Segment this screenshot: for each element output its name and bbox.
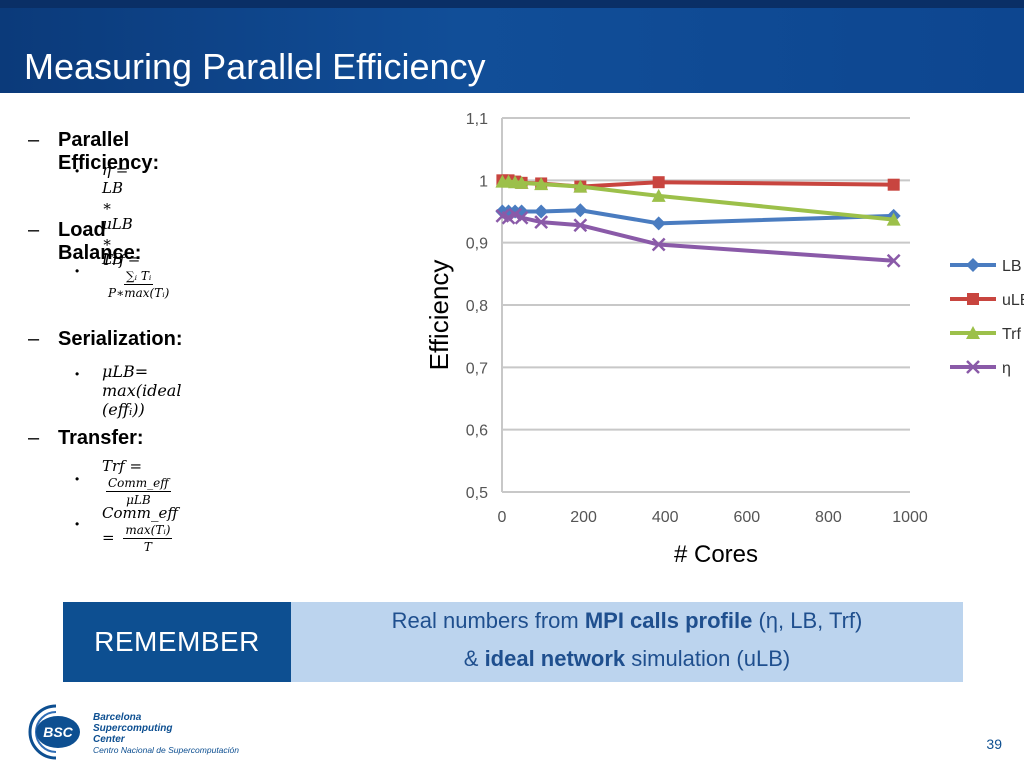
x-tick-label: 400 xyxy=(652,509,679,526)
note-text: & xyxy=(463,646,485,671)
data-point xyxy=(651,216,666,231)
data-point xyxy=(651,237,666,252)
formula-serialization: μLB= max(ideal (effᵢ)) xyxy=(102,362,182,419)
fraction: ∑ᵢ Tᵢ P∗max(Tᵢ) xyxy=(106,268,171,301)
bullet-dot: • xyxy=(75,472,80,486)
y-tick-label: 0,7 xyxy=(466,360,488,377)
x-tick-label: 800 xyxy=(815,509,842,526)
fraction-numerator: Comm_eff xyxy=(106,476,171,492)
org-subtitle: Centro Nacional de Supercomputación xyxy=(93,745,240,755)
formula-lhs: LB = xyxy=(102,250,141,268)
data-point xyxy=(534,215,549,229)
legend-label: Trf xyxy=(1002,326,1022,343)
x-tick-label: 1000 xyxy=(892,509,928,526)
fraction: Comm_eff μLB xyxy=(106,475,171,508)
formula-transfer: Trf = Comm_eff μLB xyxy=(102,457,175,508)
data-point xyxy=(573,203,588,218)
data-point xyxy=(967,293,979,305)
note-line-1: Real numbers from MPI calls profile (η, … xyxy=(291,602,963,640)
data-point xyxy=(887,178,900,191)
dash-marker: – xyxy=(28,328,40,350)
dash-marker: – xyxy=(28,219,40,241)
formula-comm-eff: Comm_eff = max(Tᵢ) T xyxy=(102,504,178,555)
x-axis-label: # Cores xyxy=(674,541,758,568)
data-point xyxy=(534,204,549,219)
bullet-dot: • xyxy=(75,367,80,381)
data-point xyxy=(573,218,588,233)
note-bold: ideal network xyxy=(484,646,626,671)
org-line: Supercomputing xyxy=(93,723,173,734)
fraction-numerator: max(Tᵢ) xyxy=(123,523,173,539)
formula-load-balance: LB = ∑ᵢ Tᵢ P∗max(Tᵢ) xyxy=(102,250,175,301)
data-point xyxy=(573,179,588,193)
fraction-numerator: ∑ᵢ Tᵢ xyxy=(124,269,154,285)
data-point xyxy=(651,188,666,202)
formula-lhs: Trf = xyxy=(102,457,143,475)
heading-parallel-efficiency: Parallel Efficiency: xyxy=(58,129,160,174)
note-line-2: & ideal network simulation (uLB) xyxy=(291,640,963,678)
data-point xyxy=(652,176,665,189)
org-name: Barcelona Supercomputing Center Centro N… xyxy=(93,712,239,756)
org-line: Center xyxy=(93,734,125,745)
slide-title: Measuring Parallel Efficiency xyxy=(24,46,486,87)
y-axis-label: Efficiency xyxy=(424,260,454,371)
data-point xyxy=(966,258,980,272)
heading-load-balance: Load Balance: xyxy=(58,219,142,264)
page-number: 39 xyxy=(986,736,1002,752)
series-line xyxy=(502,179,894,222)
bsc-logo-icon: BSC xyxy=(28,704,80,760)
note-bold: MPI calls profile xyxy=(584,608,753,633)
legend-label: η xyxy=(1002,360,1011,377)
fraction: max(Tᵢ) T xyxy=(123,522,173,555)
data-point xyxy=(514,175,529,189)
data-point xyxy=(886,212,901,226)
x-tick-label: 200 xyxy=(570,509,597,526)
remember-label: REMEMBER xyxy=(63,602,291,682)
data-point xyxy=(514,210,529,225)
y-tick-label: 0,9 xyxy=(466,236,488,253)
x-tick-label: 600 xyxy=(733,509,760,526)
logo-abbr: BSC xyxy=(43,724,73,740)
heading-transfer: Transfer: xyxy=(58,427,144,449)
formula-parallel-efficiency: η = LB ∗ μLB ∗ Trf xyxy=(102,161,133,269)
org-line: Barcelona xyxy=(93,712,142,723)
bullet-dot: • xyxy=(75,264,80,278)
heading-serialization: Serialization: xyxy=(58,328,183,350)
dash-marker: – xyxy=(28,129,40,151)
fraction-denominator: P∗max(Tᵢ) xyxy=(108,286,170,300)
note-text: (η, LB, Trf) xyxy=(752,608,863,633)
formula-lhs: Comm_eff = xyxy=(102,504,178,547)
note-text: simulation (uLB) xyxy=(625,646,791,671)
data-point xyxy=(534,177,549,191)
x-tick-label: 0 xyxy=(498,509,507,526)
y-tick-label: 0,6 xyxy=(466,423,488,440)
fraction-denominator: μLB xyxy=(126,493,151,507)
data-point xyxy=(966,326,980,339)
data-point xyxy=(886,253,901,268)
y-tick-label: 1 xyxy=(479,173,488,190)
remember-note: Real numbers from MPI calls profile (η, … xyxy=(291,602,963,682)
bullet-dot: • xyxy=(75,164,80,178)
fraction-denominator: T xyxy=(143,540,152,554)
note-text: Real numbers from xyxy=(391,608,585,633)
data-point xyxy=(966,360,980,374)
dash-marker: – xyxy=(28,427,40,449)
bullet-dot: • xyxy=(75,517,80,531)
y-tick-label: 1,1 xyxy=(466,111,488,128)
title-bar: Measuring Parallel Efficiency xyxy=(0,0,1024,93)
legend-label: uLB xyxy=(1002,292,1024,309)
y-tick-label: 0,8 xyxy=(466,298,488,315)
y-tick-label: 0,5 xyxy=(466,485,488,502)
legend-label: LB xyxy=(1002,258,1022,275)
efficiency-chart: 0,5 0,6 0,7 0,8 0,9 1 1,1 0 200 400 600 800 1000 # Co… xyxy=(424,111,1024,568)
